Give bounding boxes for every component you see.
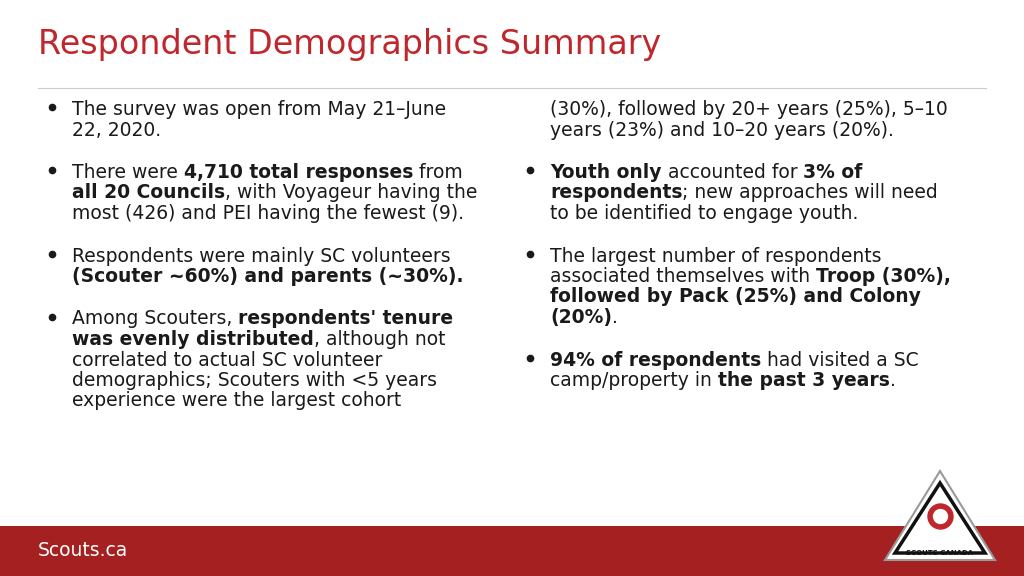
Text: years (23%) and 10–20 years (20%).: years (23%) and 10–20 years (20%).: [550, 120, 894, 139]
Text: experience were the largest cohort: experience were the largest cohort: [72, 392, 401, 411]
Text: (20%): (20%): [550, 308, 612, 327]
Text: 94% of respondents: 94% of respondents: [550, 351, 761, 369]
Text: The largest number of respondents: The largest number of respondents: [550, 247, 882, 266]
Text: Troop (30%),: Troop (30%),: [816, 267, 951, 286]
Text: , with Voyageur having the: , with Voyageur having the: [225, 184, 477, 203]
Text: had visited a SC: had visited a SC: [761, 351, 919, 369]
Text: camp/property in: camp/property in: [550, 371, 718, 390]
Text: accounted for: accounted for: [662, 163, 803, 182]
Text: to be identified to engage youth.: to be identified to engage youth.: [550, 204, 858, 223]
Text: correlated to actual SC volunteer: correlated to actual SC volunteer: [72, 351, 382, 369]
Text: 22, 2020.: 22, 2020.: [72, 120, 161, 139]
Text: from: from: [414, 163, 463, 182]
Text: ; new approaches will need: ; new approaches will need: [683, 184, 938, 203]
Text: all 20 Councils: all 20 Councils: [72, 184, 225, 203]
Text: demographics; Scouters with <5 years: demographics; Scouters with <5 years: [72, 371, 437, 390]
Text: respondents' tenure: respondents' tenure: [239, 309, 454, 328]
Text: Youth only: Youth only: [550, 163, 662, 182]
Text: 3% of: 3% of: [803, 163, 862, 182]
Text: (Scouter ~60%) and parents (~30%).: (Scouter ~60%) and parents (~30%).: [72, 267, 464, 286]
Text: There were: There were: [72, 163, 184, 182]
Text: 4,710 total responses: 4,710 total responses: [184, 163, 414, 182]
Text: SCOUTS CANADA: SCOUTS CANADA: [906, 550, 974, 556]
Text: associated themselves with: associated themselves with: [550, 267, 816, 286]
Text: .: .: [890, 371, 896, 390]
Polygon shape: [885, 471, 995, 560]
Text: followed by Pack (25%) and Colony: followed by Pack (25%) and Colony: [550, 287, 921, 306]
Text: the past 3 years: the past 3 years: [718, 371, 890, 390]
Text: was evenly distributed: was evenly distributed: [72, 330, 314, 349]
Text: .: .: [612, 308, 617, 327]
Text: , although not: , although not: [314, 330, 445, 349]
Text: Respondent Demographics Summary: Respondent Demographics Summary: [38, 28, 662, 61]
Text: respondents: respondents: [550, 184, 683, 203]
Text: Among Scouters,: Among Scouters,: [72, 309, 239, 328]
Text: (30%), followed by 20+ years (25%), 5–10: (30%), followed by 20+ years (25%), 5–10: [550, 100, 948, 119]
Text: most (426) and PEI having the fewest (9).: most (426) and PEI having the fewest (9)…: [72, 204, 464, 223]
Text: Respondents were mainly SC volunteers: Respondents were mainly SC volunteers: [72, 247, 451, 266]
Text: Scouts.ca: Scouts.ca: [38, 541, 128, 560]
FancyBboxPatch shape: [0, 526, 1024, 576]
Text: The survey was open from May 21–June: The survey was open from May 21–June: [72, 100, 446, 119]
